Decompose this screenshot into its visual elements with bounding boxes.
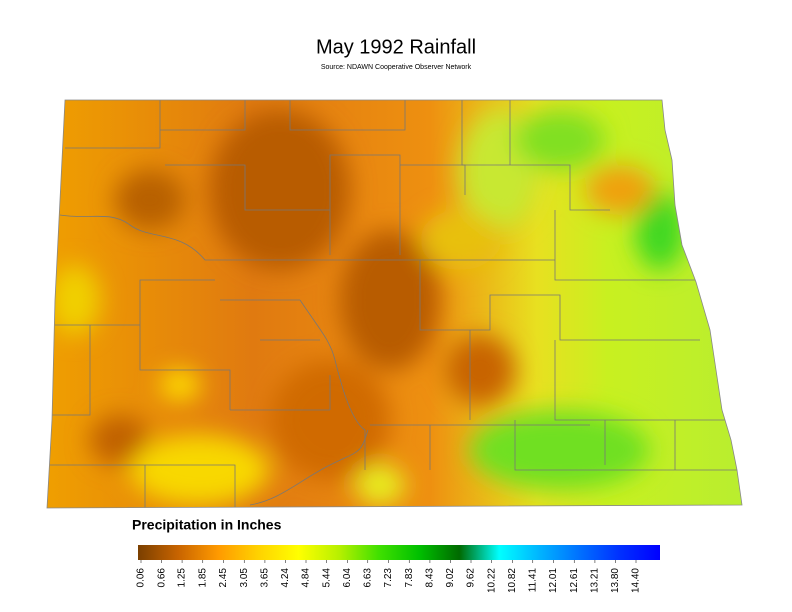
legend-tick-label: 12.01 [548,568,559,593]
legend-tick-label: 4.24 [280,568,291,588]
legend-tick-label: 9.02 [445,568,456,588]
legend-tick-label: 9.62 [466,568,477,588]
legend-tick-label: 6.63 [362,568,373,588]
rainfall-map [47,100,742,508]
legend-tick-label: 7.83 [404,568,415,588]
legend-ticks: 0.06 0.66 1.25 1.85 2.45 3.05 3.65 4.24 4.84 5.44… [136,560,642,593]
legend-tick-label: 0.66 [156,568,167,588]
legend-tick-label: 11.41 [527,568,538,593]
legend-tick-label: 12.61 [569,568,580,593]
map-subtitle: Source: NDAWN Cooperative Observer Netwo… [321,64,472,71]
legend-title: Precipitation in Inches [132,517,282,533]
legend-tick-label: 6.04 [342,568,353,588]
legend-tick-label: 10.22 [486,568,497,593]
legend-tick-label: 4.84 [301,568,312,588]
legend-tick-label: 8.43 [425,568,436,588]
legend-tick-label: 3.65 [260,568,271,588]
legend-tick-label: 5.44 [321,568,332,588]
legend-tick-label: 2.45 [218,568,229,588]
legend-tick-label: 0.06 [136,568,147,588]
legend-tick-label: 3.05 [239,568,250,588]
legend-tick-label: 1.25 [177,568,188,588]
legend-tick-label: 7.23 [383,568,394,588]
state-outline [46,99,743,509]
legend-tick-label: 1.85 [197,568,208,588]
legend-tick-label: 13.21 [590,568,601,593]
color-scale [138,545,660,560]
legend-tick-label: 10.82 [507,568,518,593]
legend-tick-label: 14.40 [631,568,642,593]
map-title: May 1992 Rainfall [316,36,476,58]
legend-tick-label: 13.80 [610,568,621,593]
